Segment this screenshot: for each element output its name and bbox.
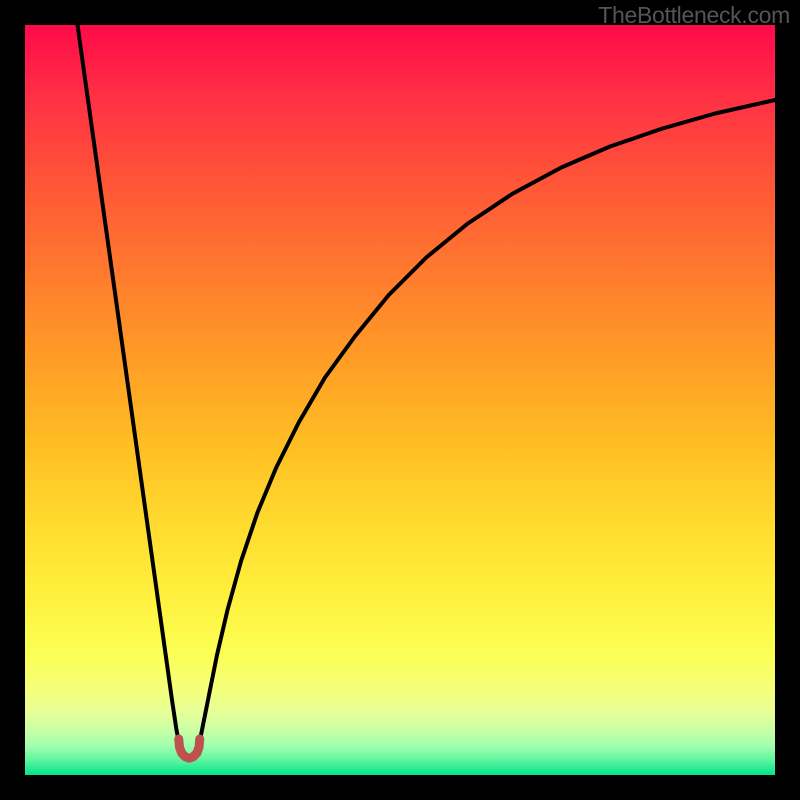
bottleneck-chart [0,0,800,800]
plot-background [25,25,775,775]
attribution-label: TheBottleneck.com [598,2,790,29]
chart-container: TheBottleneck.com [0,0,800,800]
